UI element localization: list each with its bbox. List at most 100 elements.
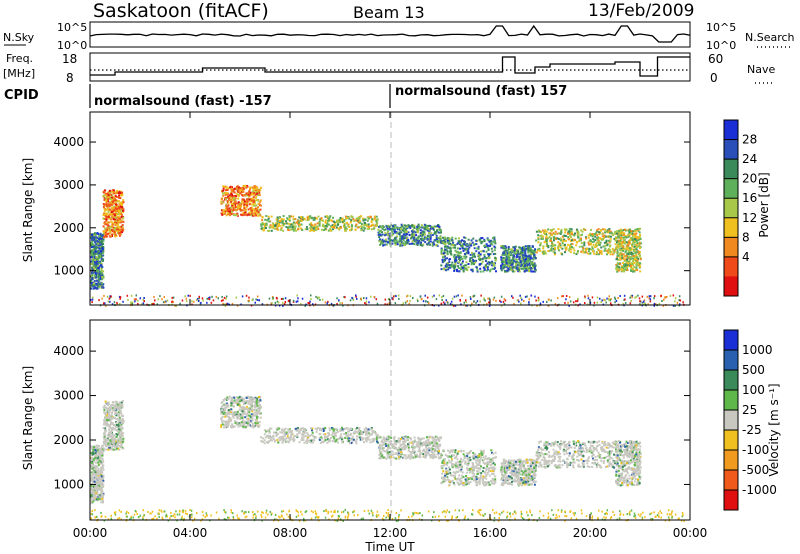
data-cell — [358, 216, 361, 219]
data-cell — [416, 241, 419, 244]
data-cell — [114, 232, 117, 235]
data-cell — [440, 248, 443, 251]
velocity-data-layer — [90, 395, 685, 522]
data-cell — [99, 250, 102, 253]
data-cell — [619, 249, 622, 252]
data-cell — [97, 264, 100, 267]
data-cell — [587, 236, 590, 239]
data-cell — [245, 186, 248, 189]
data-cell — [570, 239, 573, 242]
radar-title: Saskatoon (fitACF) — [93, 0, 269, 22]
data-cell — [505, 246, 508, 249]
data-cell — [510, 269, 513, 271]
ground-scatter-cell — [116, 303, 118, 306]
data-cell — [117, 223, 120, 226]
data-cell — [478, 255, 481, 258]
data-cell — [469, 257, 472, 260]
data-cell — [442, 260, 444, 263]
data-cell — [258, 191, 261, 194]
data-cell — [438, 241, 441, 244]
data-cell — [117, 215, 120, 218]
ground-scatter-cell — [342, 304, 344, 307]
data-cell — [407, 225, 410, 228]
data-cell — [121, 442, 124, 445]
data-cell — [627, 262, 630, 265]
data-cell — [537, 234, 540, 237]
data-cell — [553, 237, 555, 240]
data-cell — [603, 249, 606, 252]
data-cell — [317, 228, 320, 230]
data-cell — [95, 251, 97, 254]
data-cell — [469, 258, 472, 261]
data-cell — [94, 455, 97, 458]
data-cell — [248, 203, 251, 206]
data-cell — [521, 251, 524, 254]
data-cell — [105, 223, 108, 226]
data-cell — [108, 215, 110, 218]
data-cell — [105, 401, 108, 404]
data-cell — [230, 202, 233, 205]
data-cell — [590, 234, 593, 237]
ground-scatter-cell — [662, 304, 664, 307]
data-cell — [393, 224, 396, 227]
data-cell — [344, 228, 346, 231]
ground-scatter-cell — [91, 298, 94, 301]
data-cell — [505, 258, 508, 261]
data-cell — [304, 228, 307, 231]
data-cell — [615, 246, 618, 249]
data-cell — [534, 264, 537, 267]
data-cell — [415, 234, 418, 237]
ground-scatter-cell — [271, 302, 273, 305]
data-cell — [444, 258, 447, 261]
data-cell — [94, 259, 97, 262]
data-cell — [384, 232, 387, 235]
data-cell — [554, 230, 557, 233]
data-cell — [557, 241, 560, 244]
data-cell — [430, 232, 433, 235]
data-cell — [488, 257, 490, 260]
data-cell — [120, 412, 123, 415]
data-cell — [598, 236, 601, 239]
data-cell — [327, 223, 330, 226]
data-cell — [440, 240, 443, 243]
data-cell — [121, 191, 123, 194]
data-cell — [318, 224, 321, 227]
data-cell — [261, 216, 264, 218]
ground-scatter-cell — [679, 303, 681, 306]
data-cell — [228, 207, 231, 210]
data-cell — [571, 246, 573, 248]
data-cell — [632, 270, 635, 273]
data-cell — [578, 239, 581, 242]
data-cell — [606, 230, 609, 233]
data-cell — [475, 239, 478, 242]
data-cell — [98, 459, 101, 462]
ground-scatter-cell — [261, 303, 264, 306]
data-cell — [552, 232, 555, 235]
data-cell — [224, 196, 227, 199]
data-cell — [94, 473, 97, 476]
data-cell — [394, 243, 397, 246]
data-cell — [376, 218, 379, 221]
data-cell — [475, 259, 478, 262]
data-cell — [102, 214, 105, 216]
data-cell — [410, 237, 412, 240]
data-cell — [101, 266, 104, 268]
ground-scatter-cell — [649, 298, 652, 301]
data-cell — [604, 235, 607, 238]
data-cell — [515, 266, 518, 269]
data-cell — [94, 276, 97, 279]
data-cell — [608, 235, 611, 238]
data-cell — [623, 255, 626, 258]
data-cell — [478, 256, 481, 259]
data-cell — [101, 283, 104, 286]
ground-scatter-cell — [435, 298, 438, 301]
data-cell — [457, 237, 460, 240]
data-cell — [411, 233, 414, 236]
data-cell — [423, 223, 426, 226]
data-cell — [517, 270, 520, 273]
ground-scatter-cell — [634, 296, 636, 299]
data-cell — [402, 233, 405, 236]
data-cell — [633, 270, 636, 273]
data-cell — [96, 444, 99, 447]
data-cell — [95, 270, 98, 273]
